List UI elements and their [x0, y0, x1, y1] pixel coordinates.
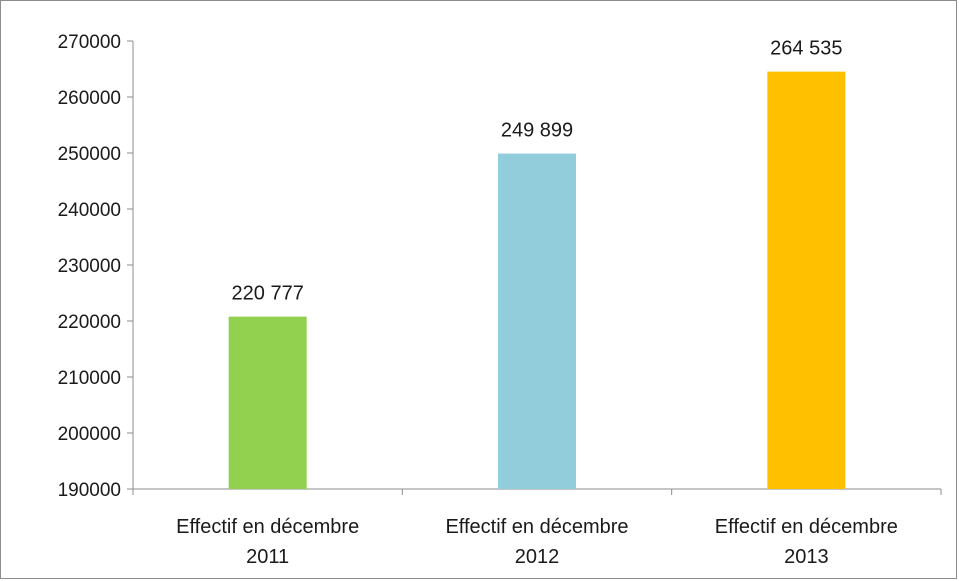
y-tick-label: 220000	[58, 312, 121, 333]
category-label: 2012	[515, 546, 560, 568]
bars	[228, 71, 846, 489]
x-axis	[132, 488, 942, 495]
y-axis: 190000 200000 210000 220000 230000 240000 2500…	[58, 32, 134, 501]
data-label: 264 535	[770, 38, 842, 60]
data-labels: 220 777 249 899 264 535	[232, 38, 843, 305]
category-label: Effectif en décembre	[715, 516, 898, 538]
bar	[767, 71, 846, 489]
y-tick-label: 260000	[58, 88, 121, 109]
category-label: Effectif en décembre	[445, 516, 628, 538]
data-label: 220 777	[232, 283, 304, 305]
category-label: Effectif en décembre	[176, 516, 359, 538]
y-tick-label: 250000	[58, 144, 121, 165]
y-tick-label: 230000	[58, 256, 121, 277]
y-tick-label: 270000	[58, 32, 121, 53]
y-tick-label: 190000	[58, 480, 121, 501]
y-tick-label: 210000	[58, 368, 121, 389]
bar	[498, 153, 576, 489]
category-label: 2011	[246, 546, 289, 568]
category-labels: Effectif en décembre 2011 Effectif en déce…	[176, 516, 898, 568]
y-tick-label: 240000	[58, 200, 121, 221]
y-tick-label: 200000	[58, 424, 121, 445]
bar	[228, 316, 307, 489]
data-label: 249 899	[501, 120, 573, 142]
category-label: 2013	[784, 546, 829, 568]
